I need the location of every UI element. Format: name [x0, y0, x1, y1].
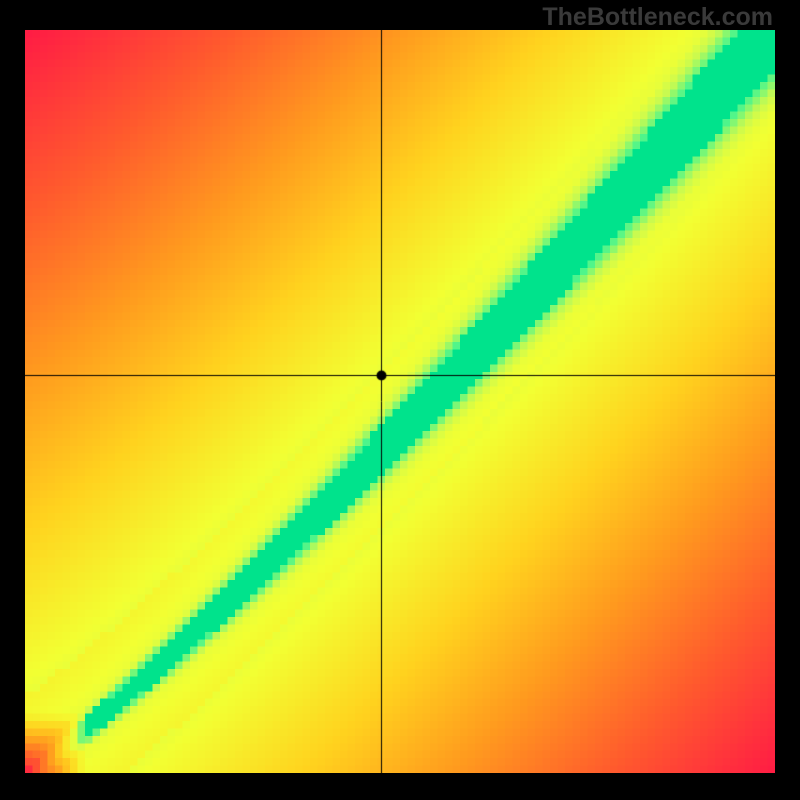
crosshair-overlay — [25, 30, 775, 773]
chart-container: { "watermark": { "text": "TheBottleneck.… — [0, 0, 800, 800]
watermark-text: TheBottleneck.com — [542, 3, 773, 32]
